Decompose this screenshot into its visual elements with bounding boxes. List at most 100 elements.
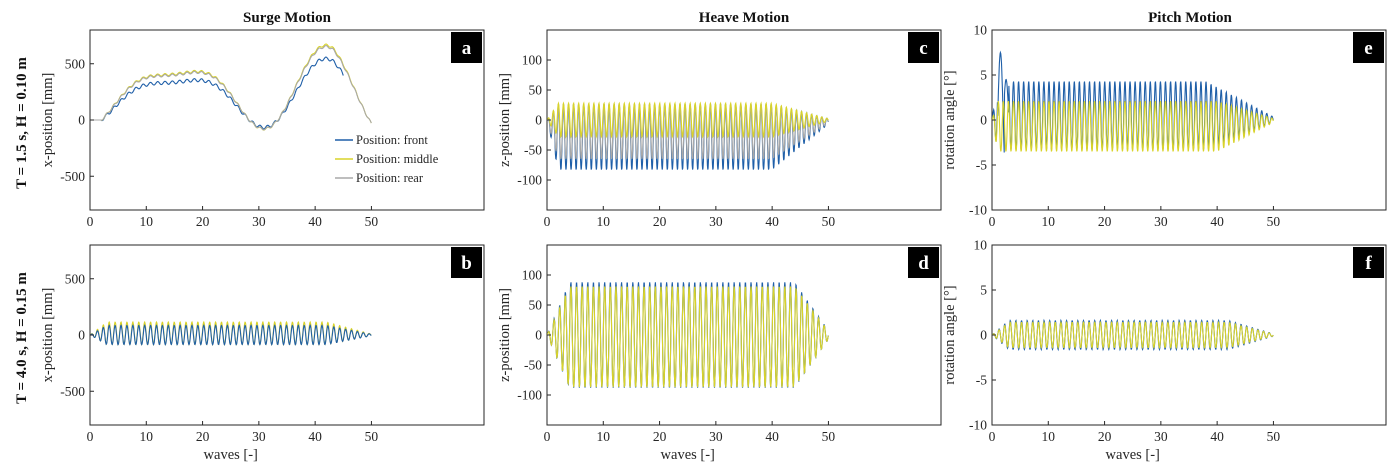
panel-a-xtick-label: 20	[196, 214, 210, 229]
panel-d-xtick-label: 30	[709, 429, 723, 444]
panel-d: 0 10 20 30 40 50 -100 -50 0 50 100 z-position [mm] w…	[497, 244, 942, 463]
panel-f-ytick-label: 5	[980, 283, 987, 298]
panel-a-ytick-label: 0	[78, 113, 85, 128]
panel-d-ytick-label: 50	[529, 298, 543, 313]
col-title-heave: Heave Motion	[699, 10, 790, 26]
panel-e-xtick-label: 30	[1154, 214, 1168, 229]
legend-label-front: Position: front	[356, 133, 428, 147]
panel-a-xtick-label: 50	[365, 214, 379, 229]
panel-e: 0 10 20 30 40 50 -10 -5 0 5 10 rotation angle [°] e	[942, 23, 1387, 229]
panel-b-series-front	[90, 324, 372, 346]
panel-c-ytick-label: 0	[535, 113, 542, 128]
panel-a-legend: Position: front Position: middle Position:…	[329, 132, 469, 188]
panel-b-ytick-label: -500	[60, 384, 85, 399]
panel-a-xtick-label: 10	[140, 214, 154, 229]
panel-c-badge-label: c	[919, 38, 927, 59]
panel-c-series-middle	[547, 101, 829, 139]
panel-d-xtick-label: 0	[544, 429, 551, 444]
panel-c-ylabel: z-position [mm]	[497, 73, 513, 167]
panel-d-ytick-label: -100	[517, 388, 542, 403]
panel-b-badge-label: b	[461, 253, 472, 274]
panel-f: 0 10 20 30 40 50 -10 -5 0 5 10 rotation angle [°] wa…	[942, 238, 1387, 463]
panel-d-xtick-label: 20	[653, 429, 667, 444]
panel-c-frame	[546, 29, 942, 211]
panel-f-xtick-label: 50	[1267, 429, 1281, 444]
col-title-pitch: Pitch Motion	[1148, 10, 1232, 26]
panel-f-xtick-label: 20	[1098, 429, 1112, 444]
panel-e-ytick-label: 0	[980, 113, 987, 128]
panel-f-ylabel: rotation angle [°]	[942, 285, 958, 384]
panel-e-xtick-label: 0	[989, 214, 996, 229]
legend-label-rear: Position: rear	[356, 171, 424, 185]
panel-b-xtick-label: 10	[140, 429, 154, 444]
panel-d-xtick-label: 40	[765, 429, 779, 444]
panel-c-ytick-label: -50	[524, 143, 542, 158]
row-title-top: T = 1.5 s, H = 0.10 m	[14, 57, 30, 189]
panel-f-xlabel: waves [-]	[1106, 447, 1160, 463]
panel-a-ytick-label: -500	[60, 169, 85, 184]
panel-e-ytick-label: 5	[980, 68, 987, 83]
panel-b-xtick-label: 0	[87, 429, 94, 444]
panel-f-xtick-label: 40	[1210, 429, 1224, 444]
panel-d-ytick-label: 0	[535, 328, 542, 343]
panel-e-series-middle	[992, 101, 1274, 152]
panel-a-badge	[451, 32, 482, 63]
panel-c-xtick-label: 10	[597, 214, 611, 229]
panel-a: 0 10 20 30 40 50 -500 0 500 x-position [mm] a Posit…	[40, 29, 485, 229]
panel-b-ylabel: x-position [mm]	[40, 288, 56, 383]
panel-b-xtick-label: 40	[308, 429, 322, 444]
panel-f-series-middle	[992, 320, 1274, 350]
panel-b-frame	[89, 244, 485, 426]
panel-f-ytick-label: -10	[969, 418, 987, 433]
panel-a-series-rear	[90, 45, 372, 131]
panel-f-xtick-label: 0	[989, 429, 996, 444]
panel-c-xtick-label: 30	[709, 214, 723, 229]
panel-b-ytick-label: 0	[78, 328, 85, 343]
panel-f-ytick-label: 0	[980, 328, 987, 343]
legend-label-middle: Position: middle	[356, 152, 439, 166]
col-title-surge: Surge Motion	[243, 10, 332, 26]
panel-c-badge	[908, 32, 939, 63]
panel-f-xtick-label: 30	[1154, 429, 1168, 444]
panel-f-xtick-label: 10	[1042, 429, 1056, 444]
panel-e-xtick-label: 40	[1210, 214, 1224, 229]
panel-d-ytick-label: 100	[522, 268, 543, 283]
panel-f-ytick-label: 10	[974, 238, 988, 253]
panel-b-xtick-label: 30	[252, 429, 266, 444]
panel-e-xtick-label: 10	[1042, 214, 1056, 229]
panel-d-ylabel: z-position [mm]	[497, 288, 513, 382]
panel-a-xtick-label: 30	[252, 214, 266, 229]
panel-e-ytick-label: -5	[976, 158, 987, 173]
panel-a-xtick-label: 40	[308, 214, 322, 229]
panel-e-badge-label: e	[1364, 38, 1372, 59]
panel-b-ytick-label: 500	[65, 271, 86, 286]
panel-c-xtick-label: 50	[822, 214, 836, 229]
panel-b-xtick-label: 20	[196, 429, 210, 444]
panel-a-xtick-label: 0	[87, 214, 94, 229]
panel-d-xtick-label: 10	[597, 429, 611, 444]
panel-b-xlabel: waves [-]	[204, 447, 258, 463]
panel-d-badge	[908, 247, 939, 278]
panel-e-badge	[1353, 32, 1384, 63]
panel-a-series-front	[90, 56, 344, 130]
panel-d-series-middle	[547, 286, 829, 388]
panel-a-badge-label: a	[462, 38, 472, 59]
panel-c-xtick-label: 0	[544, 214, 551, 229]
row-title-bottom: T = 4.0 s, H = 0.15 m	[14, 272, 30, 404]
panel-c: 0 10 20 30 40 50 -100 -50 0 50 100 z-position [mm] c	[497, 29, 942, 229]
panel-a-ytick-label: 500	[65, 56, 86, 71]
panel-a-ylabel: x-position [mm]	[40, 73, 56, 168]
panel-c-xtick-label: 20	[653, 214, 667, 229]
panel-f-ytick-label: -5	[976, 373, 987, 388]
panel-c-xtick-label: 40	[765, 214, 779, 229]
panel-c-ytick-label: -100	[517, 173, 542, 188]
panel-c-ytick-label: 100	[522, 53, 543, 68]
panel-d-ytick-label: -50	[524, 358, 542, 373]
panel-b-badge	[451, 247, 482, 278]
panel-e-ylabel: rotation angle [°]	[942, 70, 958, 169]
panel-f-badge	[1353, 247, 1384, 278]
panel-d-badge-label: d	[918, 253, 929, 274]
panel-e-xtick-label: 50	[1267, 214, 1281, 229]
